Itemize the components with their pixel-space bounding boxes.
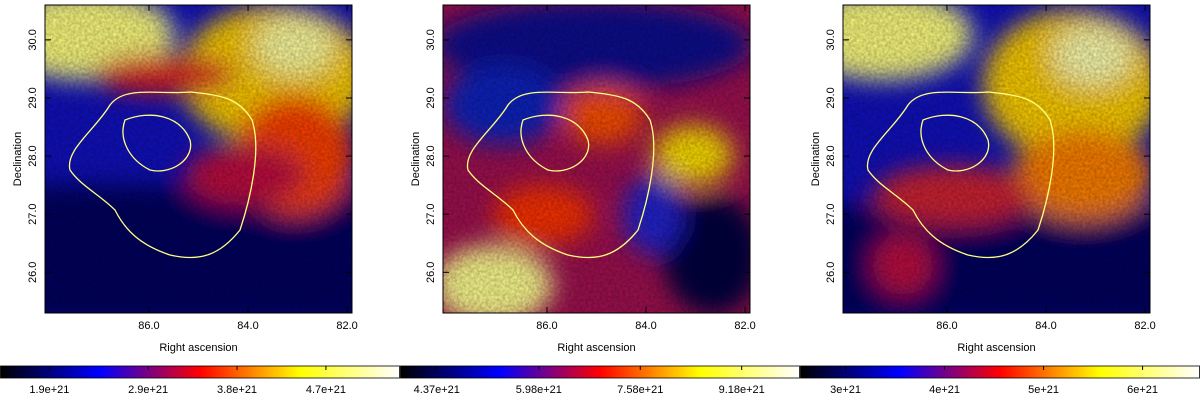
colorbar-tick-label: 4.37e+21 <box>414 384 460 396</box>
colorbar-tick-label: 7.58e+21 <box>617 384 663 396</box>
y-tick-label: 27.0 <box>425 203 437 224</box>
y-tick-label: 29.0 <box>825 87 837 108</box>
y-tick-label: 28.0 <box>27 145 39 166</box>
plot-frame <box>44 4 353 314</box>
x-tick-label: 86.0 <box>536 320 557 332</box>
colorbar-tick-label: 3.8e+21 <box>217 384 257 396</box>
y-tick-label: 27.0 <box>825 203 837 224</box>
x-tick-label: 86.0 <box>138 320 159 332</box>
colorbar-tick-label: 4e+21 <box>929 384 960 396</box>
y-tick-label: 28.0 <box>825 145 837 166</box>
y-axis-label: Declination <box>410 132 422 186</box>
plot-frame <box>442 4 751 314</box>
contours <box>68 91 1055 259</box>
y-tick-label: 30.0 <box>27 29 39 50</box>
x-axis-label: Right ascension <box>957 342 1035 354</box>
x-tick-label: 84.0 <box>635 320 656 332</box>
colorbar <box>800 365 1200 379</box>
colorbar-tick-label: 3e+21 <box>830 384 861 396</box>
x-axis-label: Right ascension <box>557 342 635 354</box>
image-2 <box>443 5 750 313</box>
colorbar-tick-label: 2.9e+21 <box>128 384 168 396</box>
x-tick-label: 82.0 <box>1134 320 1155 332</box>
colorbar-tick-label: 1.9e+21 <box>29 384 69 396</box>
image-3 <box>843 5 1150 313</box>
y-tick-label: 30.0 <box>425 29 437 50</box>
y-tick-label: 26.0 <box>825 262 837 283</box>
x-tick-label: 84.0 <box>237 320 258 332</box>
x-tick-label: 84.0 <box>1035 320 1056 332</box>
y-tick-label: 26.0 <box>425 262 437 283</box>
colorbar-tick-label: 6e+21 <box>1127 384 1158 396</box>
y-tick-label: 29.0 <box>425 87 437 108</box>
y-axis-label: Declination <box>12 132 24 186</box>
colorbar-tick-label: 9.18e+21 <box>719 384 765 396</box>
y-axis-label: Declination <box>810 132 822 186</box>
x-tick-label: 82.0 <box>336 320 357 332</box>
y-tick-label: 26.0 <box>27 262 39 283</box>
image-1 <box>45 5 352 313</box>
x-tick-label: 86.0 <box>936 320 957 332</box>
colorbar <box>400 365 800 379</box>
x-axis-label: Right ascension <box>159 342 237 354</box>
x-tick-label: 82.0 <box>734 320 755 332</box>
y-tick-label: 28.0 <box>425 145 437 166</box>
plot-frame <box>842 4 1151 314</box>
colorbar-tick-label: 5.98e+21 <box>516 384 562 396</box>
colorbar-tick-label: 4.7e+21 <box>306 384 346 396</box>
y-tick-label: 29.0 <box>27 87 39 108</box>
colorbar-tick-label: 5e+21 <box>1028 384 1059 396</box>
colorbar <box>0 365 400 379</box>
y-tick-label: 30.0 <box>825 29 837 50</box>
y-tick-label: 27.0 <box>27 203 39 224</box>
